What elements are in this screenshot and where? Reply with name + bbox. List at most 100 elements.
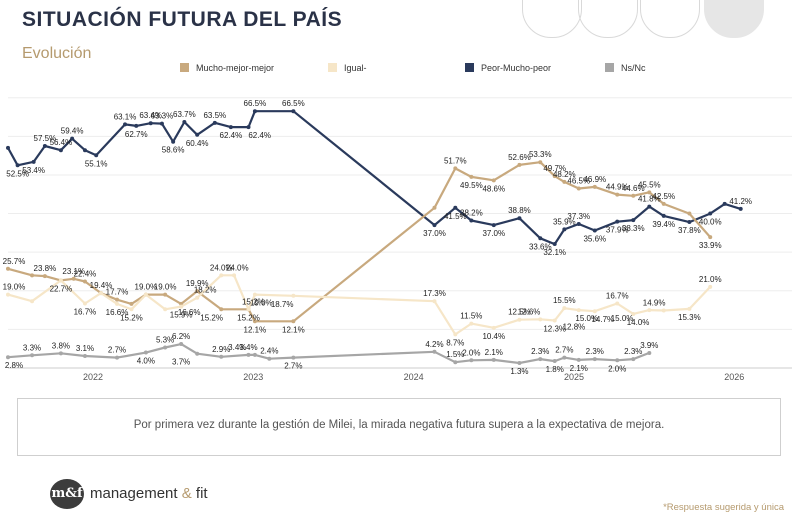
data-point <box>738 206 743 211</box>
data-label: 37.0% <box>423 229 446 238</box>
data-label: 19.4% <box>90 281 113 290</box>
data-label: 62.4% <box>220 131 243 140</box>
data-label: 2.7% <box>284 362 302 371</box>
data-point <box>195 351 200 356</box>
data-point <box>143 350 148 355</box>
data-point <box>291 355 296 360</box>
data-point <box>552 174 557 179</box>
data-point <box>163 292 168 297</box>
data-point <box>232 273 237 278</box>
data-label: 37.3% <box>567 212 590 221</box>
data-point <box>647 308 652 313</box>
data-label: 52.5% <box>6 169 29 178</box>
data-point <box>6 145 10 150</box>
data-point <box>517 360 522 365</box>
data-label: 1.8% <box>546 365 564 374</box>
data-point <box>252 352 257 357</box>
data-point <box>71 276 76 281</box>
data-label: 19.0% <box>154 283 177 292</box>
data-label: 62.4% <box>248 131 271 140</box>
data-label: 1.3% <box>510 367 528 376</box>
data-label: 24.0% <box>210 263 233 272</box>
data-label: 18.2% <box>194 286 217 295</box>
data-label: 33.9% <box>699 241 722 250</box>
data-label: 53.4% <box>22 166 45 175</box>
brand-name-part1: management <box>90 485 178 502</box>
data-label: 3.4% <box>239 343 257 352</box>
data-label: 53.3% <box>529 150 552 159</box>
data-label: 45.5% <box>638 180 661 189</box>
data-point <box>661 213 666 218</box>
data-point <box>708 211 713 216</box>
data-point <box>94 153 99 158</box>
legend-label: Mucho-mejor-mejor <box>196 63 275 73</box>
data-point <box>538 160 543 165</box>
data-label: 41.2% <box>729 197 752 206</box>
data-label: 16.6% <box>106 308 129 317</box>
data-point <box>58 148 63 153</box>
data-point <box>148 121 153 126</box>
data-label: 19.9% <box>186 279 209 288</box>
data-label: 3.1% <box>76 344 94 353</box>
data-label: 19.0% <box>135 283 158 292</box>
data-label: 17.7% <box>106 288 129 297</box>
data-label: 57.5% <box>34 134 57 143</box>
data-point <box>592 357 597 362</box>
data-label: 38.2% <box>460 209 483 218</box>
data-point <box>82 301 87 306</box>
data-label: 2.3% <box>624 347 642 356</box>
legend-swatch <box>465 63 474 72</box>
data-point <box>134 123 139 128</box>
data-point <box>82 148 87 153</box>
data-label: 15.2% <box>120 313 143 322</box>
data-label: 2.1% <box>485 348 503 357</box>
data-label: 56.4% <box>50 138 73 147</box>
legend-swatch <box>328 63 337 72</box>
data-label: 44.9% <box>606 183 629 192</box>
brand-logo: m&f <box>50 479 84 509</box>
data-point <box>708 284 713 289</box>
data-point <box>661 201 666 206</box>
data-point <box>538 236 543 241</box>
data-point <box>42 143 47 148</box>
data-point <box>6 292 10 297</box>
data-label: 3.8% <box>52 341 70 350</box>
data-point <box>592 309 597 314</box>
data-label: 38.3% <box>622 224 645 233</box>
data-label: 33.6% <box>529 242 552 251</box>
data-label: 66.5% <box>244 99 267 108</box>
data-label: 12.1% <box>244 325 267 334</box>
data-label: 12.1% <box>282 325 305 334</box>
data-point <box>115 301 120 306</box>
data-label: 15.2% <box>242 297 265 306</box>
data-point <box>687 306 692 311</box>
data-label: 46.5% <box>567 176 590 185</box>
brand-name-part2: fit <box>195 485 208 502</box>
data-point <box>195 132 200 137</box>
x-tick-label: 2022 <box>83 372 103 382</box>
legend-label: Peor-Mucho-peor <box>481 63 552 73</box>
data-point <box>159 121 164 126</box>
data-label: 14.9% <box>643 298 666 307</box>
data-label: 66.5% <box>282 99 305 108</box>
data-point <box>98 291 103 296</box>
data-label: 32.1% <box>543 248 566 257</box>
data-label: 51.7% <box>444 156 467 165</box>
data-point <box>129 307 134 312</box>
data-label: 15.0% <box>611 314 634 323</box>
data-point <box>576 308 581 313</box>
data-point <box>291 109 296 114</box>
data-point <box>219 354 224 359</box>
data-point <box>115 297 120 302</box>
data-point <box>453 360 458 365</box>
data-point <box>538 357 543 362</box>
data-point <box>647 350 652 355</box>
data-label: 15.9% <box>170 311 193 320</box>
data-point <box>576 357 581 362</box>
data-label: 40.0% <box>699 218 722 227</box>
data-label: 35.9% <box>553 217 576 226</box>
data-point <box>30 273 35 278</box>
data-label: 3.9% <box>640 341 658 350</box>
data-label: 63.3% <box>151 112 174 121</box>
data-label: 37.0% <box>482 229 505 238</box>
